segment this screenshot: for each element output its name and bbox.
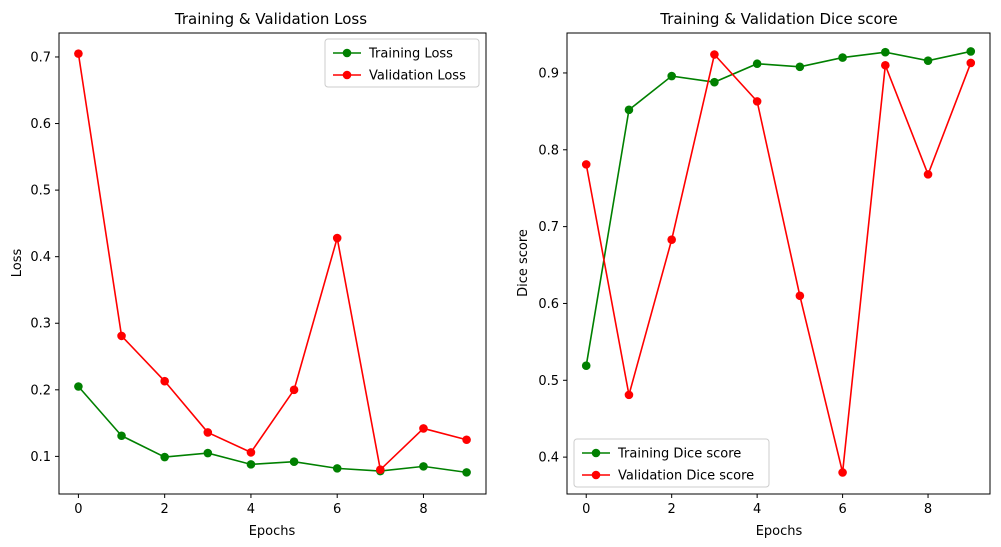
x-tick-label: 0 [582,502,590,517]
data-point [966,58,976,68]
y-axis-label: Dice score [516,229,531,297]
y-tick-label: 0.4 [538,451,559,466]
y-tick-label: 0.1 [30,450,51,465]
plot-frame [566,32,991,495]
legend: Training Loss Validation Loss [324,38,480,88]
data-point [74,382,83,391]
x-tick-label: 4 [247,502,255,517]
data-point [795,291,805,301]
data-point [881,60,890,70]
y-tick-label: 0.7 [30,50,51,65]
legend-marker [591,448,601,458]
chart-title: Training & Validation Loss [174,10,367,28]
series-group [581,47,976,477]
data-point [74,49,83,58]
series-line [77,53,467,472]
x-axis-label: Epochs [249,524,296,539]
data-point [624,105,634,115]
x-tick-label: 8 [419,502,427,517]
series-group [74,49,471,477]
x-tick-label: 6 [333,502,341,517]
y-tick-label: 0.5 [538,374,559,389]
data-point [462,435,471,445]
data-point [419,424,428,433]
data-point [923,56,933,65]
data-point [838,53,847,62]
x-tick-label: 8 [924,502,932,517]
chart-title: Training & Validation Dice score [659,10,898,28]
data-point [203,448,213,458]
data-point [419,462,428,471]
data-point [246,460,256,469]
y-tick-label: 0.8 [538,143,559,158]
loss-chart: Training & Validation Loss 0 2 4 6 8 0.1 0.2 0.… [10,10,487,539]
x-tick-label: 0 [74,502,82,517]
data-point [710,77,719,87]
data-point [117,331,126,341]
y-tick-label: 0.5 [30,184,51,199]
legend-marker [591,470,601,480]
y-tick-label: 0.9 [538,66,559,81]
x-axis-label: Epochs [756,524,803,539]
x-tick-label: 6 [838,502,846,517]
data-point [332,464,342,473]
data-point [203,428,213,437]
y-tick-label: 0.3 [30,317,51,332]
data-point [117,431,126,441]
series-line [585,50,971,366]
y-tick-label: 0.6 [30,117,51,132]
tick-group: 0 2 4 6 8 0.1 0.2 0.3 0.4 0.5 0.6 0.7 [30,50,427,517]
data-point [667,235,676,244]
legend-marker [342,70,352,80]
data-point [752,97,762,106]
legend-label: Validation Loss [369,69,466,84]
legend-frame [324,38,480,88]
legend: Training Dice score Validation Dice score [573,438,770,488]
x-tick-label: 2 [668,502,676,517]
legend-marker [342,48,352,58]
data-point [795,62,805,72]
y-tick-label: 0.7 [538,220,559,235]
y-tick-label: 0.4 [30,250,51,265]
legend-label: Training Loss [368,47,453,62]
legend-label: Validation Dice score [618,469,754,484]
data-point [289,385,299,395]
data-point [376,465,385,475]
x-tick-label: 4 [753,502,761,517]
data-point [624,390,634,400]
data-point [160,452,169,462]
data-point [581,160,591,169]
tick-group: 0 2 4 6 8 0.4 0.5 0.6 0.7 0.8 0.9 [538,66,932,517]
dice-chart: Training & Validation Dice score 0 2 4 6 8 0.… [516,10,991,539]
data-point [246,448,256,457]
x-tick-label: 2 [161,502,169,517]
legend-label: Training Dice score [617,447,741,462]
legend-frame [573,438,770,488]
data-point [581,361,591,370]
data-point [462,468,471,477]
y-tick-label: 0.2 [30,383,51,398]
data-point [881,47,890,57]
data-point [160,376,169,386]
plot-frame [58,32,487,495]
data-point [710,50,719,59]
data-point [289,457,299,467]
data-point [752,59,762,69]
data-point [966,47,976,56]
data-point [923,170,933,179]
data-point [332,233,342,243]
data-point [667,71,676,81]
data-point [838,468,847,477]
series-line [77,385,467,474]
y-tick-label: 0.6 [538,297,559,312]
y-axis-label: Loss [10,249,25,278]
series-line [585,52,972,473]
